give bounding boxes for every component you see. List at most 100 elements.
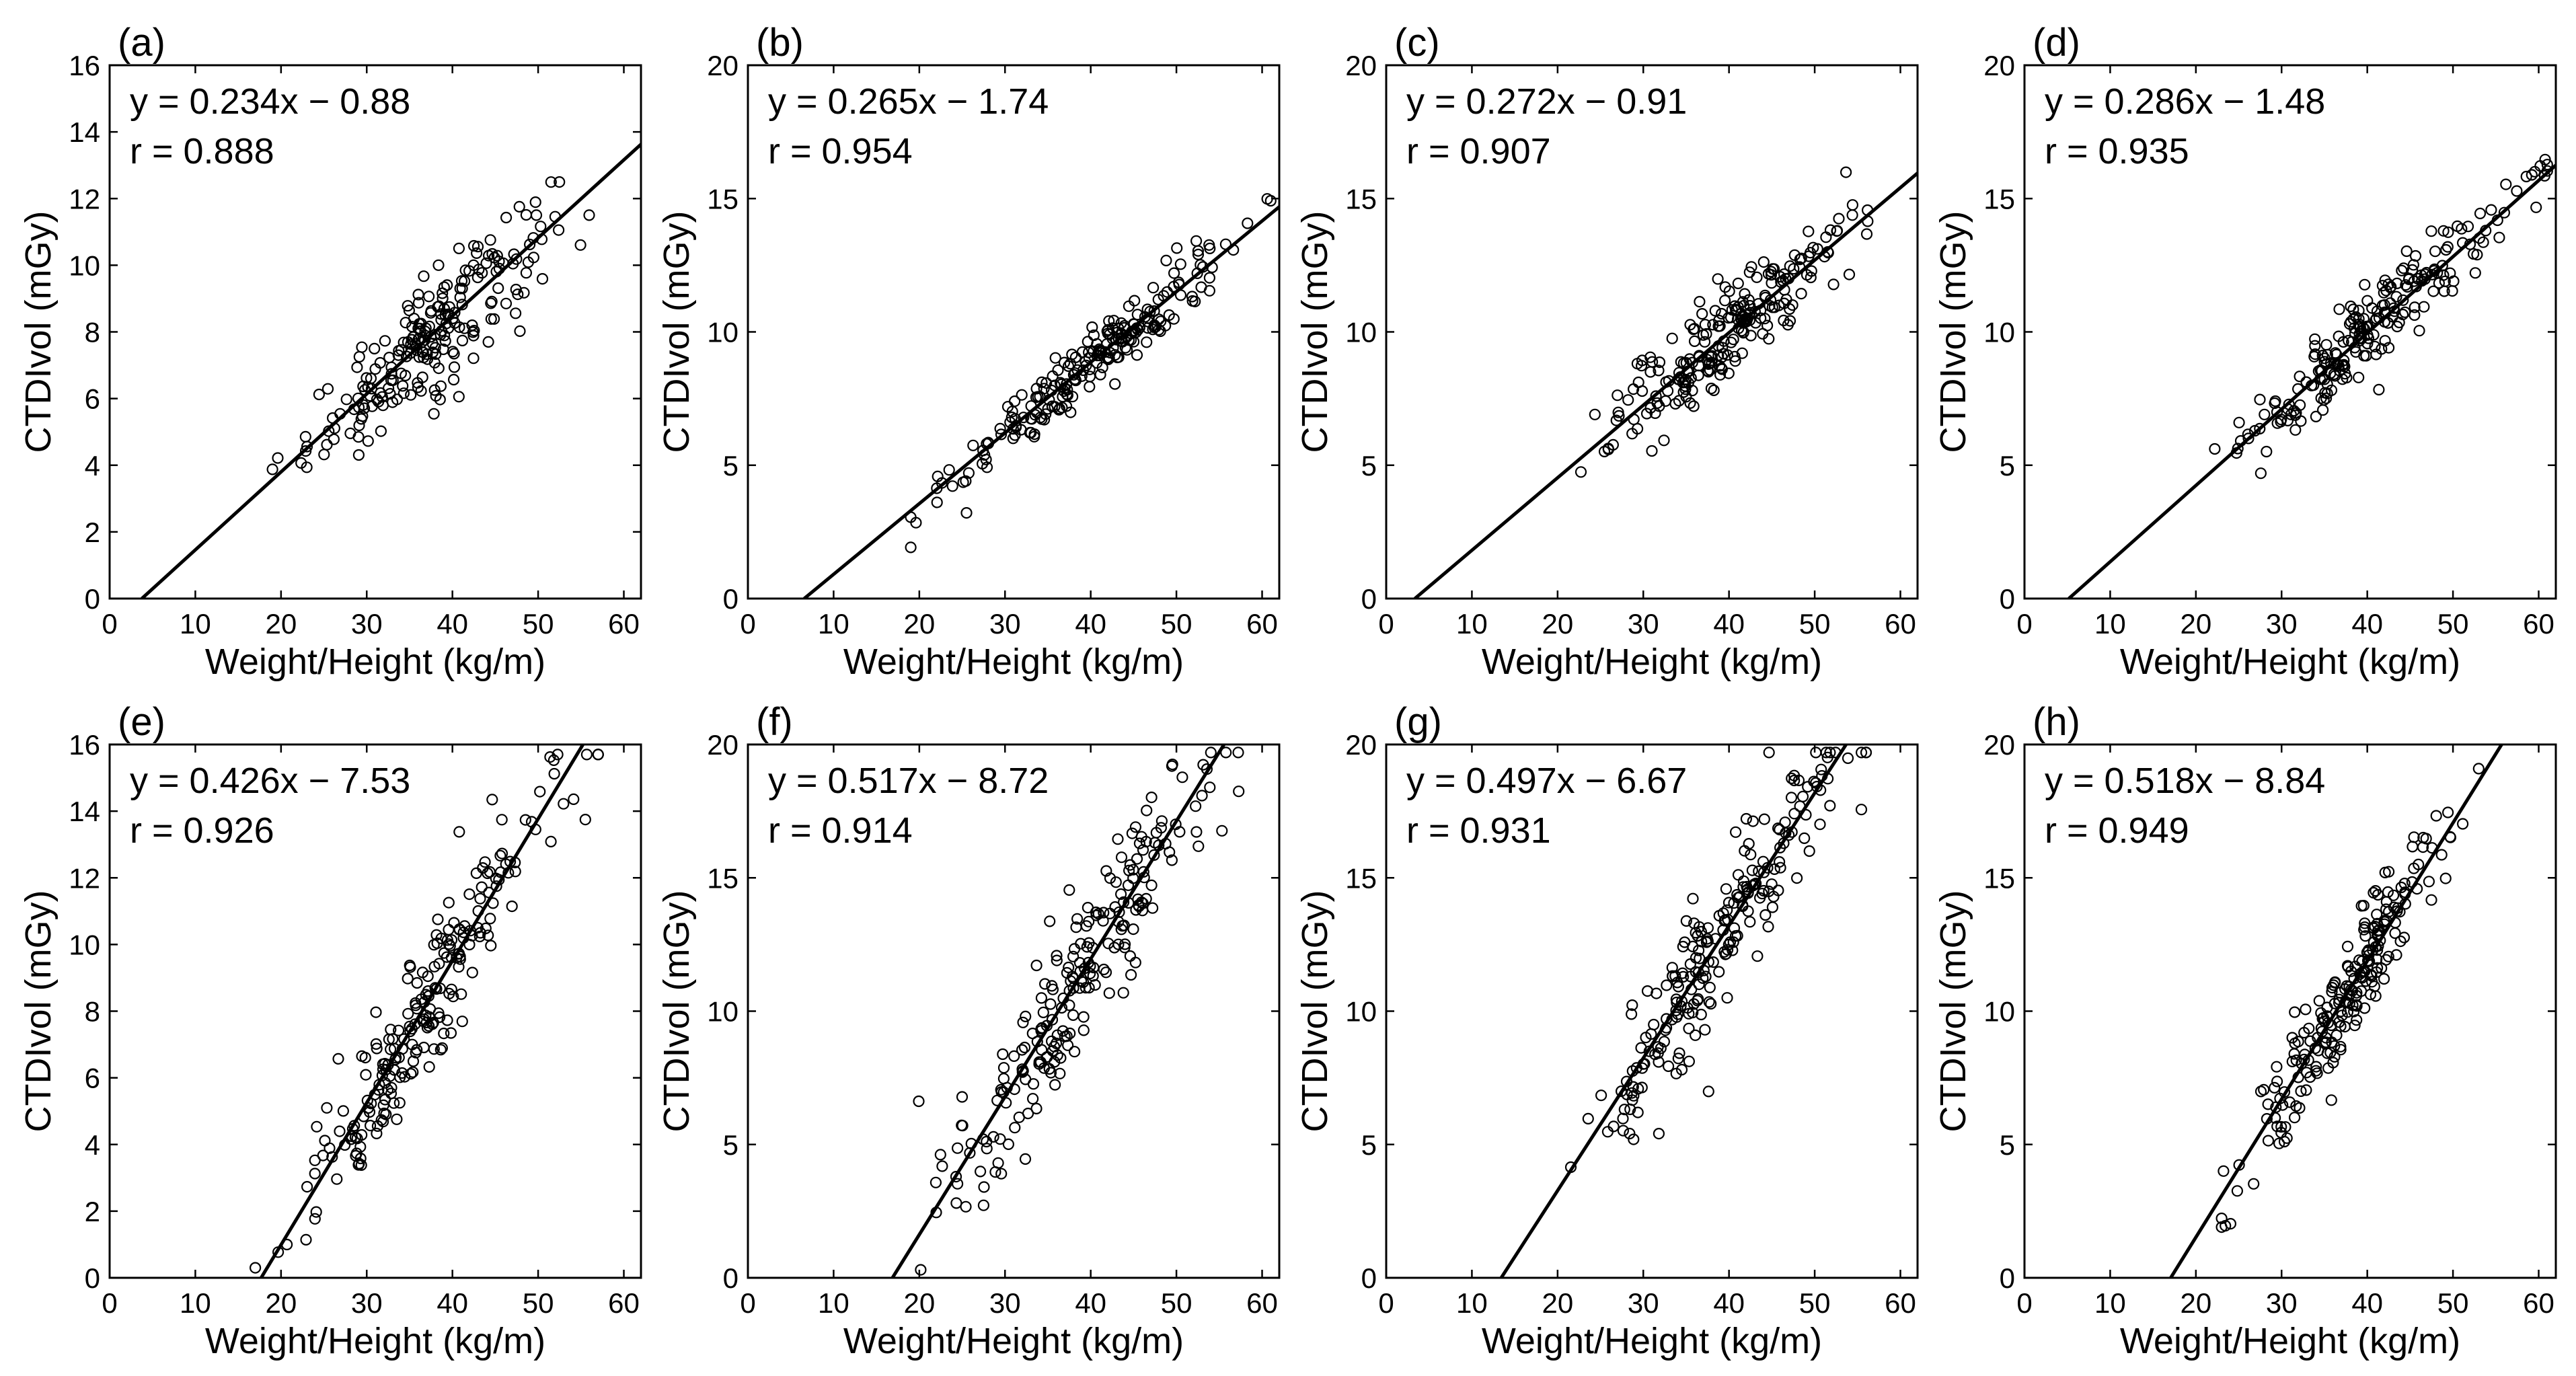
data-point (1140, 835, 1152, 848)
data-point (2435, 849, 2448, 861)
data-point (1126, 827, 1139, 839)
y-tick-label: 8 (85, 996, 100, 1028)
data-point (1684, 397, 1696, 410)
data-point (514, 325, 526, 337)
data-point (2394, 935, 2407, 948)
data-point (1640, 408, 1653, 420)
regression-line (891, 744, 1225, 1278)
data-point (2343, 334, 2355, 347)
data-point (1653, 1127, 1665, 1140)
data-point (2376, 962, 2388, 974)
data-point (960, 1200, 972, 1213)
data-point (1119, 319, 1131, 332)
data-point (1831, 225, 1843, 237)
data-point (2337, 336, 2349, 348)
data-point (1786, 772, 1798, 785)
scatter-points (2215, 763, 2485, 1233)
data-point (1147, 282, 1160, 294)
data-point (301, 461, 313, 473)
scatter-points (1564, 747, 1872, 1174)
data-point (2530, 201, 2542, 213)
data-point (1589, 408, 1601, 420)
regression-equation: y = 0.497x − 6.67 (1406, 761, 1687, 801)
data-point (1016, 389, 1028, 401)
data-point (1125, 968, 1137, 981)
data-point (2351, 999, 2363, 1011)
data-point (568, 793, 580, 806)
panel-label: (f) (756, 700, 793, 744)
data-point (456, 334, 469, 346)
x-tick-label: 10 (1456, 1287, 1488, 1319)
data-point (2444, 267, 2456, 279)
data-point (1763, 747, 1775, 759)
data-point (405, 338, 417, 350)
data-point (490, 880, 502, 892)
y-tick-label: 0 (85, 1262, 100, 1294)
data-point (1061, 389, 1074, 402)
data-point (2342, 961, 2354, 973)
x-tick-label: 60 (608, 608, 640, 640)
data-point (1154, 325, 1166, 338)
data-point (1131, 349, 1143, 361)
x-tick-label: 40 (2351, 608, 2383, 640)
data-point (376, 1069, 389, 1081)
data-point (1057, 1025, 1069, 1037)
data-point (2355, 900, 2367, 912)
data-point (510, 253, 523, 265)
data-point (1002, 1138, 1015, 1151)
x-tick-label: 0 (102, 1287, 117, 1319)
data-point (1019, 1153, 1032, 1165)
data-point (1860, 228, 1873, 240)
data-point (2209, 443, 2221, 455)
scatter-points (266, 176, 595, 475)
data-point (2371, 909, 2383, 921)
y-tick-label: 20 (1983, 729, 2015, 761)
y-tick-label: 15 (707, 183, 738, 215)
data-point (1796, 790, 1809, 803)
data-point (1856, 747, 1868, 759)
data-point (1842, 752, 1854, 765)
data-point (411, 977, 423, 989)
data-point (1197, 759, 1209, 771)
data-point (443, 923, 455, 935)
data-point (1820, 231, 1832, 243)
data-point (1721, 992, 1733, 1004)
data-point (1088, 345, 1100, 358)
x-tick-label: 40 (437, 608, 468, 640)
data-point (2477, 236, 2489, 248)
data-point (2421, 266, 2433, 279)
y-tick-label: 2 (85, 517, 100, 548)
data-point (403, 305, 416, 317)
data-point (2398, 931, 2411, 944)
data-point (1103, 987, 1115, 999)
data-point (1037, 1006, 1049, 1019)
data-point (520, 267, 533, 279)
x-tick-label: 30 (2266, 1287, 2298, 1319)
data-point (534, 786, 546, 798)
data-point (458, 322, 471, 334)
data-point (2271, 1075, 2283, 1087)
data-point (1103, 315, 1115, 327)
data-point (1094, 369, 1106, 381)
y-tick-label: 0 (2000, 1262, 2015, 1294)
data-point (1626, 1087, 1638, 1099)
data-point (2401, 280, 2413, 293)
data-point (438, 281, 451, 293)
x-tick-label: 50 (523, 1287, 554, 1319)
data-point (1008, 1050, 1020, 1063)
data-point (459, 264, 471, 276)
data-point (1084, 381, 1096, 393)
data-point (1098, 963, 1110, 976)
data-point (523, 238, 536, 251)
data-point (2269, 1081, 2281, 1094)
data-point (2320, 339, 2333, 351)
data-point (943, 464, 955, 476)
y-tick-label: 5 (723, 1129, 738, 1161)
data-point (2232, 443, 2244, 455)
data-point (402, 1007, 414, 1020)
data-point (2370, 941, 2382, 953)
data-point (1722, 944, 1734, 956)
data-point (1658, 1036, 1670, 1048)
data-point (397, 380, 409, 392)
data-point (2372, 962, 2384, 974)
